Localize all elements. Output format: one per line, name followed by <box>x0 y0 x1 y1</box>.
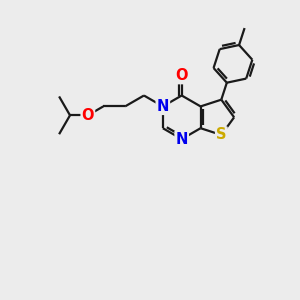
Text: N: N <box>176 132 188 147</box>
Text: O: O <box>176 68 188 83</box>
Text: N: N <box>157 99 169 114</box>
Text: S: S <box>216 128 226 142</box>
Text: O: O <box>82 108 94 123</box>
